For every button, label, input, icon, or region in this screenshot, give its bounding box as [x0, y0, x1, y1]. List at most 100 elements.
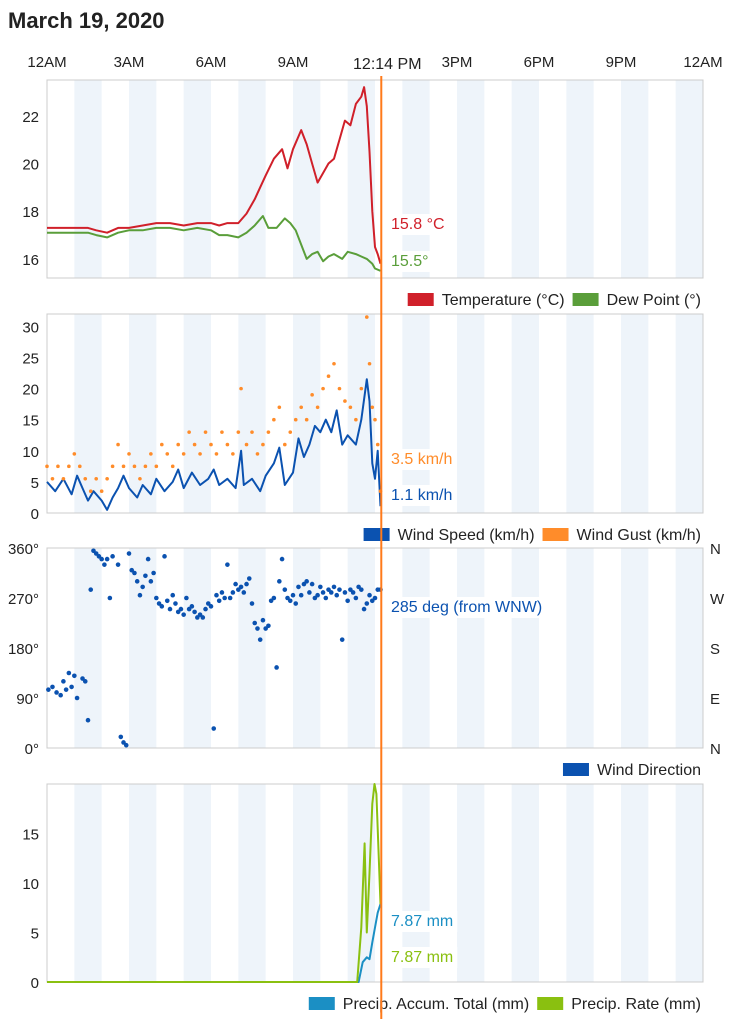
data-point: [359, 587, 364, 592]
data-point: [145, 556, 151, 562]
data-point: [372, 595, 378, 601]
data-point: [348, 405, 353, 410]
data-point: [160, 442, 164, 447]
data-point: [61, 476, 66, 481]
data-point: [140, 584, 145, 590]
time-band: [129, 80, 157, 278]
page-title: March 19, 2020: [8, 8, 165, 33]
data-point: [277, 579, 282, 584]
time-band: [675, 80, 703, 278]
data-point: [249, 601, 255, 606]
time-band: [457, 784, 485, 982]
y-tick-label: 22: [22, 109, 39, 126]
data-point: [46, 687, 51, 692]
data-point: [110, 464, 115, 469]
series-line: [47, 86, 382, 264]
data-point: [337, 386, 342, 391]
y-tick-label: 25: [22, 351, 39, 368]
direction-letter: E: [710, 691, 720, 708]
data-point: [326, 374, 331, 378]
legend-label: Dew Point (°): [607, 292, 701, 309]
series-line: [47, 903, 382, 983]
data-point: [361, 606, 367, 612]
data-point: [323, 595, 329, 601]
data-point: [342, 590, 348, 595]
data-point: [203, 430, 208, 434]
data-point: [216, 598, 222, 604]
current-value-label: 7.87 mm: [391, 913, 453, 930]
data-point: [283, 442, 287, 447]
data-point: [304, 417, 309, 422]
time-band: [566, 80, 594, 278]
series-line: [47, 215, 381, 272]
y-tick-label: 20: [22, 156, 39, 173]
data-point: [304, 579, 309, 584]
current-value-label: 15.8 °C: [391, 216, 445, 233]
y-tick-label: 180°: [8, 641, 39, 658]
time-band: [511, 80, 539, 278]
data-point: [354, 417, 358, 422]
data-point: [236, 430, 241, 434]
data-point: [118, 734, 124, 740]
data-point: [353, 595, 359, 601]
legend-swatch: [572, 293, 599, 306]
legend-label: Temperature (°C): [442, 292, 565, 309]
data-point: [50, 476, 55, 481]
y-tick-label: 18: [22, 204, 39, 221]
data-point: [83, 476, 88, 481]
data-point: [176, 442, 180, 447]
data-point: [364, 601, 370, 606]
direction-letter: N: [710, 741, 721, 758]
time-band: [675, 548, 703, 748]
time-band: [621, 80, 649, 278]
data-point: [105, 476, 109, 481]
time-band: [238, 784, 266, 982]
data-point: [282, 587, 288, 592]
data-point: [165, 452, 170, 456]
y-tick-label: 30: [22, 319, 39, 336]
y-tick-label: 5: [31, 475, 39, 492]
data-point: [143, 573, 148, 579]
data-point: [298, 592, 304, 598]
data-point: [88, 587, 94, 592]
time-band: [183, 314, 211, 513]
time-band: [183, 548, 211, 748]
data-point: [181, 452, 186, 456]
data-point: [143, 464, 148, 469]
label-backdrop: [387, 597, 547, 618]
current-value-label: 15.5°: [391, 253, 429, 270]
data-point: [138, 476, 142, 481]
data-point: [63, 687, 69, 692]
time-axis-label: 9PM: [606, 54, 637, 71]
data-point: [184, 595, 189, 601]
direction-letter: N: [710, 541, 721, 558]
time-axis-label: 12AM: [683, 54, 722, 71]
time-band: [293, 314, 321, 513]
time-band: [511, 548, 539, 748]
time-band: [74, 548, 102, 748]
data-point: [252, 620, 258, 626]
data-point: [164, 598, 170, 604]
data-point: [367, 592, 372, 598]
cursor-time-label: 12:14 PM: [353, 56, 421, 73]
data-point: [192, 442, 197, 447]
data-point: [94, 476, 98, 481]
data-point: [266, 430, 271, 434]
data-point: [250, 430, 254, 434]
data-point: [227, 595, 233, 601]
wind-chart: [45, 313, 704, 514]
data-point: [127, 452, 131, 456]
y-tick-label: 10: [22, 444, 39, 461]
data-point: [239, 386, 243, 391]
data-point: [359, 386, 364, 391]
data-point: [137, 592, 143, 598]
time-band: [402, 80, 430, 278]
time-band: [621, 548, 649, 748]
data-point: [85, 717, 91, 723]
time-band: [183, 80, 211, 278]
data-point: [66, 670, 72, 676]
data-point: [373, 417, 377, 422]
data-point: [209, 442, 213, 447]
data-point: [331, 584, 337, 590]
